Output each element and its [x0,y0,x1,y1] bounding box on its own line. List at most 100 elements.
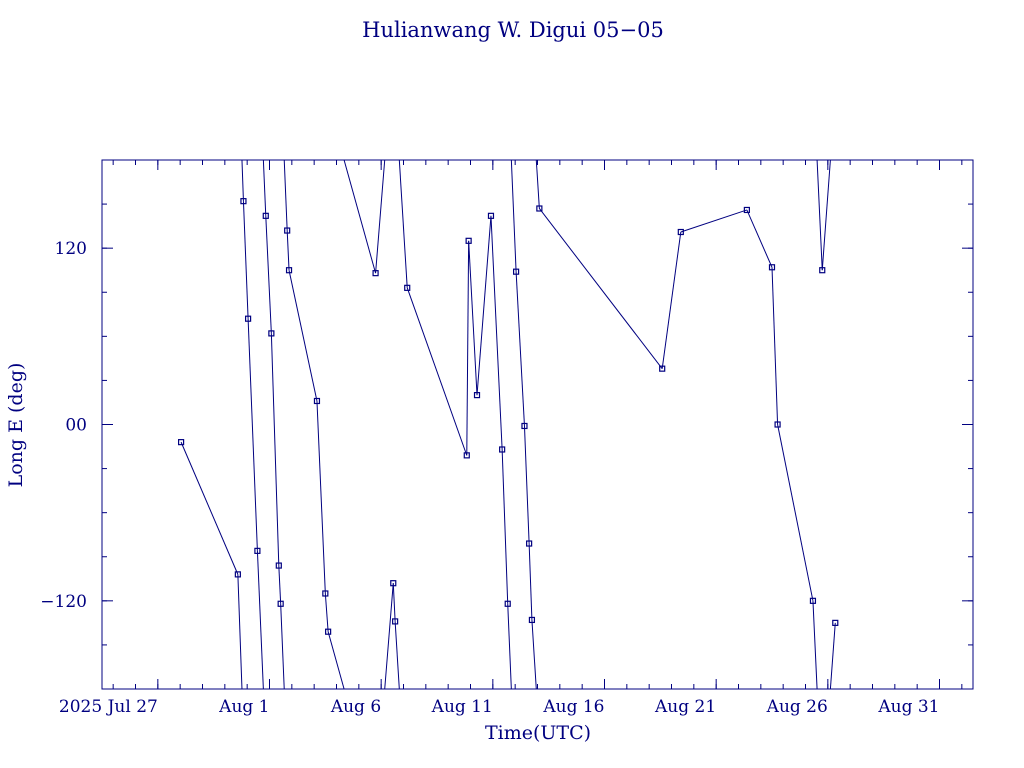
y-tick-label: 120 [55,239,87,259]
series-line-segment [324,593,329,632]
data-point-marker [743,206,750,214]
series-lines [180,159,836,690]
series-line-segment [507,603,512,690]
series-line-segment [829,622,836,690]
data-point-marker [536,205,543,212]
x-tick-label: 2025 Jul 27 [59,697,158,717]
data-point-marker [832,619,839,626]
series-line-segment [531,619,537,690]
series-line-segment [535,159,540,209]
x-tick-label: Aug 26 [766,697,828,717]
series-line-segment [476,215,492,396]
data-point-marker [499,446,506,453]
data-point-marker [809,597,817,604]
data-point-marker [372,270,379,277]
data-point-marker [325,628,332,635]
series-line-segment [771,267,779,425]
data-point-marker [504,600,511,607]
series-line-segment [661,231,682,369]
series-line-segment [398,159,408,288]
y-axis-label: Long E (deg) [5,363,27,488]
series-line-segment [265,215,272,334]
data-point-marker [262,212,269,219]
series-line-segment [270,333,280,566]
series-line-segment [288,270,318,402]
series-line-segment [241,159,244,202]
x-tick-labels: 2025 Jul 27 Aug 1 Aug 6 Aug 11 Aug 16 Aug 21 A… [59,697,940,717]
data-point-marker [392,618,399,625]
data-point-marker [240,198,247,205]
x-tick-label: Aug 11 [431,697,493,717]
x-tick-label: Aug 31 [877,697,939,717]
data-point-marker [819,267,826,274]
series-line-segment [538,208,663,369]
plot-frame [101,159,974,690]
series-line-segment [242,201,249,319]
series-line-segment [466,240,470,456]
series-line-segment [406,287,468,456]
data-point-marker [463,452,470,459]
data-point-marker [512,268,520,275]
plot-area: 2025 Jul 27 Aug 1 Aug 6 Aug 11 Aug 16 Aug 21 A… [40,159,974,717]
data-point-marker [285,267,293,274]
series-line-segment [375,159,386,274]
series-line-segment [490,215,503,450]
data-point-marker [284,227,291,234]
data-point-marker [277,600,284,607]
data-point-marker [677,228,684,236]
series-line-segment [821,159,831,271]
data-point-marker [390,580,397,587]
y-tick-label: 00 [65,416,87,436]
data-point-marker [659,365,666,372]
series-line-segment [468,240,478,396]
data-point-marker [268,330,275,337]
x-axis-label: Time(UTC) [485,722,591,744]
series-line-segment [515,271,525,426]
data-point-marker [521,422,528,430]
y-tick-labels: 120 00 −120 [40,239,87,612]
series-line-segment [316,400,326,594]
data-point-marker [768,264,776,271]
series-line-segment [384,583,394,690]
data-point-marker [774,421,781,428]
x-tick-label: Aug 21 [654,697,716,717]
x-tick-label: Aug 1 [218,697,269,717]
data-point-marker [254,547,261,554]
series-line-segment [816,159,823,271]
data-point-marker [234,571,241,578]
x-tick-label: Aug 6 [330,697,381,717]
y-tick-label: −120 [40,592,87,612]
data-point-marker [465,237,472,244]
series-line-segment [777,424,814,601]
series-line-segment [812,600,818,690]
series-line-segment [327,631,345,690]
series-line-segment [256,550,264,690]
data-point-marker [322,590,329,597]
data-point-marker [313,397,321,405]
data-point-marker [275,562,282,569]
series-markers [177,198,839,635]
axis-ticks [102,159,973,690]
series-line-segment [247,318,258,551]
series-line-segment [501,449,509,604]
series-line-segment [343,159,377,274]
data-point-marker [526,540,533,547]
series-line-segment [286,230,290,271]
data-point-marker [487,212,495,219]
series-line-segment [680,209,748,233]
series-line-segment [523,425,530,544]
series-line-segment [278,565,282,604]
series-line-segment [237,574,243,690]
series-line-segment [392,583,396,622]
data-point-marker [244,315,252,322]
series-line-segment [528,543,533,620]
data-point-marker [528,616,536,624]
series-line-segment [180,441,239,575]
series-line-segment [262,159,267,216]
series-line-segment [394,621,400,690]
data-point-marker [404,284,411,291]
data-point-marker [473,392,481,399]
x-tick-label: Aug 16 [542,697,604,717]
series-line-segment [280,603,285,690]
